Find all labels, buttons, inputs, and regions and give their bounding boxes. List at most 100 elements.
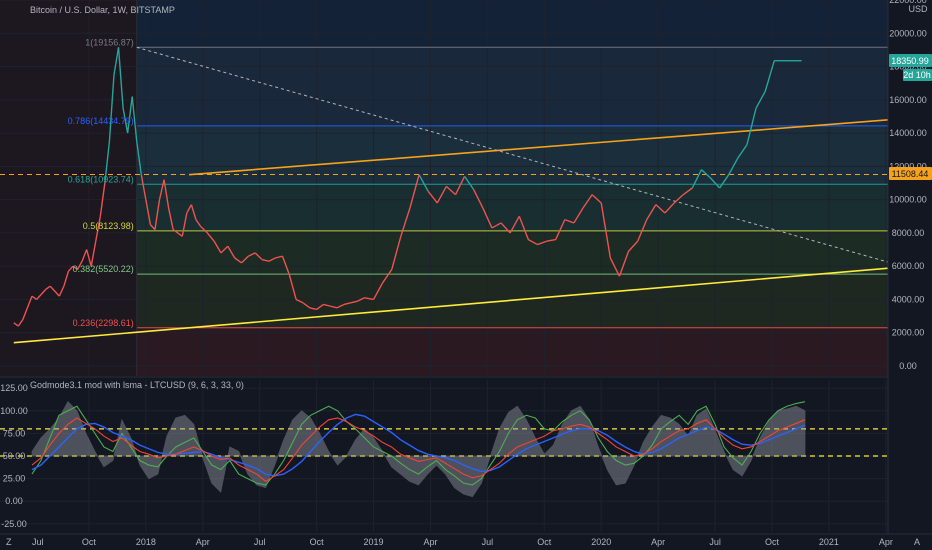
price-segment [136, 141, 142, 175]
price-segment [268, 257, 276, 262]
price-segment [220, 245, 229, 254]
price-segment [177, 232, 183, 237]
indicator-tick-label: 0.00 [5, 496, 23, 506]
price-segment [167, 207, 174, 230]
price-segment [67, 265, 74, 272]
price-grid [0, 0, 888, 376]
price-segment [755, 91, 766, 109]
price-tick-label: 4000.00 [892, 294, 925, 304]
price-segment [76, 260, 83, 270]
indicator-line-green [31, 401, 806, 486]
autoscale-toggle-icon[interactable]: A [914, 537, 920, 547]
time-tick-label: Apr [423, 537, 437, 547]
price-series [13, 47, 802, 327]
price-segment [573, 207, 584, 224]
price-segment [181, 212, 188, 237]
level-badge-text: 11508.44 [892, 169, 929, 179]
price-segment [108, 74, 115, 142]
indicator-grid [0, 380, 888, 532]
price-segment [113, 47, 120, 75]
time-tick-label: Apr [879, 537, 893, 547]
fib-labels: 1(19156.87) 0.786(14434.79) 0.618(10923.74… [68, 37, 134, 327]
price-segment [49, 285, 56, 292]
price-segment [261, 258, 269, 262]
price-segment [54, 290, 60, 297]
price-segment [491, 222, 502, 229]
price-segment [454, 176, 466, 195]
price-tick-label: 16000.00 [889, 95, 927, 105]
price-segment [13, 322, 19, 327]
time-axis-background [0, 534, 932, 550]
price-segment [302, 302, 311, 309]
time-tick-label: 2020 [591, 537, 611, 547]
price-segment [95, 216, 101, 242]
price-segment [700, 169, 711, 179]
price-segment [555, 219, 566, 240]
indicator-tick-label: -25.00 [1, 519, 27, 529]
fib-zone [136, 327, 888, 376]
price-segment [234, 257, 242, 264]
time-tick-label: Jul [709, 537, 721, 547]
price-segment [637, 219, 648, 242]
indicator-line-red [31, 417, 806, 483]
price-segment [336, 303, 345, 309]
price-segment [58, 285, 65, 297]
trendline-support [13, 263, 932, 344]
price-segment [518, 216, 530, 240]
price-segment [81, 249, 88, 262]
price-segment [509, 215, 520, 234]
price-segment [248, 252, 256, 257]
price-segment [295, 298, 304, 304]
price-segment [206, 232, 215, 242]
time-tick-label: Oct [310, 537, 325, 547]
price-segment [445, 185, 456, 196]
price-pane[interactable]: 1(19156.87) 0.786(14434.79) 0.618(10923.74… [0, 0, 932, 376]
fib-levels [0, 0, 888, 376]
price-tick-label: 10000.00 [889, 195, 927, 205]
price-segment [17, 319, 24, 327]
price-segment [140, 174, 147, 200]
time-tick-label: 2021 [819, 537, 839, 547]
countdown-badge-text: 2d 10h [903, 70, 931, 80]
trendlines [13, 46, 932, 344]
time-axis[interactable]: Oct 2018 Apr Jul Oct 2019 Apr Jul Oct 2020 Apr Jul O… [0, 533, 932, 550]
price-segment [254, 252, 263, 261]
price-segment [618, 250, 630, 277]
currency-label: USD [908, 4, 928, 14]
price-segment [85, 249, 92, 267]
price-segment [646, 204, 657, 220]
price-segment [691, 169, 703, 189]
fib-zone [136, 0, 888, 48]
indicator-pane[interactable] [0, 380, 888, 532]
time-tick-label: Oct [765, 537, 780, 547]
price-segment [737, 144, 748, 159]
price-segment [72, 265, 78, 271]
indicator-series [31, 401, 806, 498]
time-tick-label: Oct [82, 537, 97, 547]
fib-zones [0, 0, 888, 376]
price-segment [500, 222, 511, 234]
price-segment [281, 255, 290, 275]
price-segment [195, 219, 202, 227]
price-badge: 18350.99 [889, 54, 932, 67]
price-tick-label: 8000.00 [892, 228, 925, 238]
fib-zone [136, 230, 888, 275]
time-tick-label: Apr [196, 537, 210, 547]
indicator-tick-label: 75.00 [3, 428, 26, 438]
fib-label: 0.236(2298.61) [73, 318, 134, 328]
price-segment [131, 96, 138, 142]
price-segment [710, 177, 721, 189]
price-segment [288, 274, 297, 300]
price-segment [591, 194, 602, 204]
price-segment [664, 202, 675, 214]
fib-label: 1(19156.87) [85, 37, 134, 47]
timezone-toggle-icon[interactable]: Z [6, 537, 12, 547]
price-segment [673, 194, 684, 204]
price-segment [473, 189, 484, 209]
price-segment [427, 190, 438, 204]
level-badge: 11508.44 [889, 167, 932, 180]
price-segment [655, 204, 666, 214]
countdown-badge: 2d 10h [903, 69, 932, 81]
price-segment [99, 182, 106, 217]
